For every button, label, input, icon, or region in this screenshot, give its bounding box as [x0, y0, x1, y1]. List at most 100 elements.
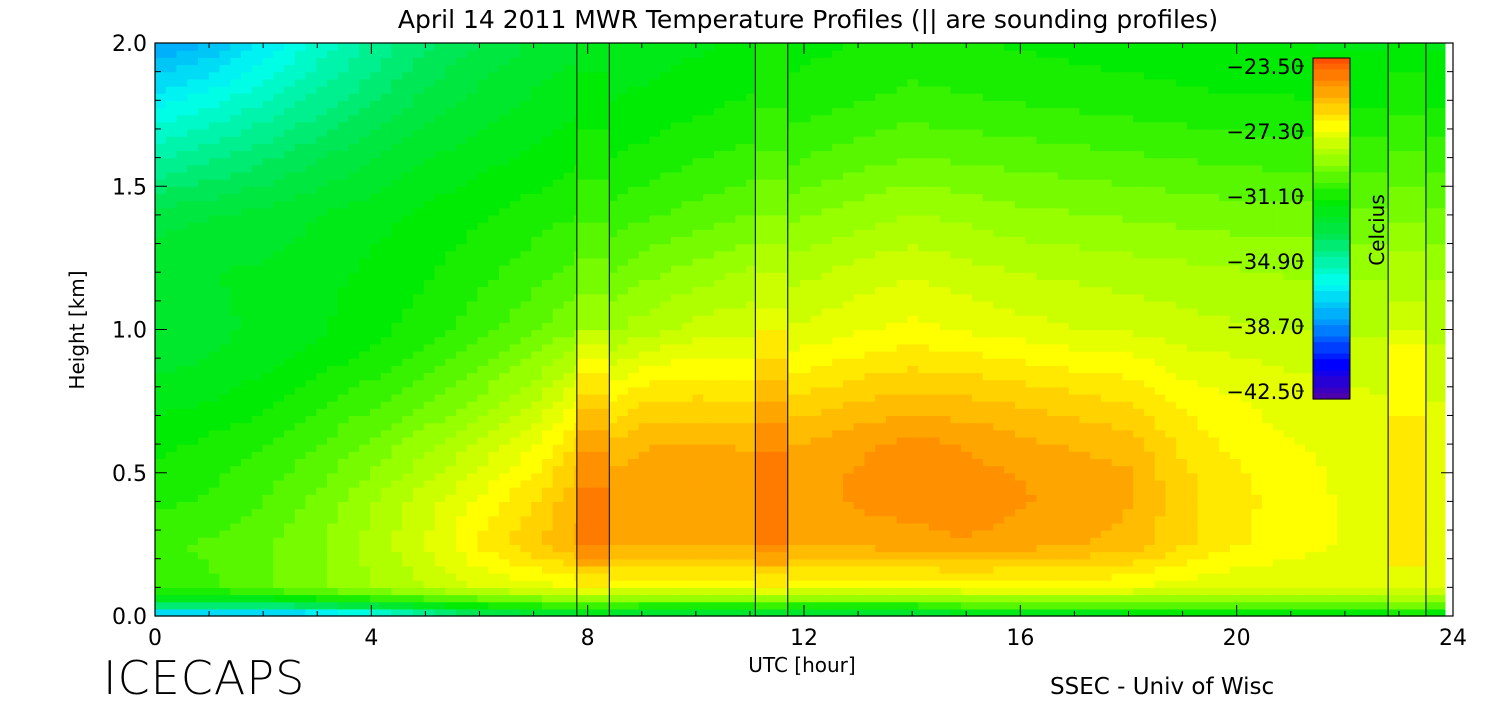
heat-cell	[617, 587, 629, 596]
heat-cell	[1380, 386, 1392, 395]
heat-cell	[348, 415, 360, 424]
heat-cell	[1337, 608, 1349, 617]
heat-cell	[660, 472, 672, 481]
heat-cell	[627, 537, 640, 545]
heat-cell	[1326, 401, 1338, 409]
heat-cell	[832, 422, 844, 431]
heat-cell	[993, 429, 1005, 438]
heat-cell	[520, 515, 532, 524]
heat-cell	[670, 365, 683, 374]
heat-cell	[402, 465, 414, 474]
heat-cell	[369, 565, 382, 574]
heat-cell	[885, 515, 898, 524]
heat-cell	[423, 415, 436, 424]
heat-cell	[1369, 401, 1381, 409]
heat-cell	[1154, 386, 1167, 395]
heat-cell	[1305, 379, 1317, 388]
heat-cell	[1219, 573, 1231, 581]
heat-cell	[606, 386, 618, 395]
heat-cell	[821, 350, 833, 359]
heat-cell	[1057, 465, 1070, 474]
heat-cell	[1036, 379, 1048, 388]
heat-cell	[810, 515, 823, 524]
heat-cell	[219, 551, 231, 560]
heat-cell	[1111, 479, 1124, 488]
heat-cell	[219, 558, 231, 567]
heat-cell	[563, 508, 575, 517]
heat-cell	[520, 487, 532, 495]
heat-cell	[165, 358, 178, 366]
heat-cell	[541, 522, 554, 531]
heat-cell	[316, 336, 328, 345]
heat-cell	[993, 444, 1005, 452]
heat-cell	[1057, 472, 1070, 481]
heat-cell	[326, 343, 339, 352]
heat-cell	[1358, 451, 1371, 460]
heat-cell	[1090, 379, 1102, 388]
heat-cell	[1143, 472, 1156, 481]
heat-cell	[703, 530, 715, 538]
heat-cell	[155, 608, 167, 617]
heat-cell	[950, 537, 962, 545]
heat-cell	[552, 601, 565, 610]
heat-cell	[402, 601, 414, 610]
heat-cell	[1315, 451, 1328, 460]
heat-cell	[703, 372, 715, 381]
heat-cell	[1251, 436, 1263, 445]
heat-cell	[563, 494, 575, 502]
heat-cell	[789, 429, 801, 438]
heat-cell	[660, 522, 672, 531]
heat-cell	[1057, 415, 1070, 424]
heat-cell	[1358, 415, 1371, 424]
heat-cell	[681, 601, 694, 610]
heat-cell	[1219, 501, 1231, 510]
heat-cell	[488, 522, 500, 531]
heat-cell	[961, 379, 973, 388]
heat-cell	[971, 436, 984, 445]
heat-cell	[283, 558, 296, 567]
heat-cell	[1251, 365, 1263, 374]
heat-cell	[1348, 551, 1360, 560]
heat-cell	[1262, 451, 1274, 460]
heat-cell	[1315, 608, 1328, 617]
heat-cell	[488, 544, 500, 553]
heat-cell	[832, 494, 844, 502]
heat-cell	[735, 350, 747, 359]
heat-cell	[789, 530, 801, 538]
heat-cell	[1294, 358, 1306, 366]
heat-cell	[305, 322, 317, 331]
heat-cell	[993, 487, 1005, 495]
heat-cell	[681, 401, 694, 409]
heat-cell	[928, 522, 941, 531]
heat-cell	[498, 429, 511, 438]
heat-cell	[240, 458, 253, 467]
heat-cell	[445, 329, 457, 338]
heat-cell	[1079, 358, 1091, 366]
heat-cell	[1090, 544, 1102, 553]
heat-cell	[1380, 573, 1392, 581]
heat-cell	[251, 465, 264, 474]
heat-cell	[1186, 587, 1199, 596]
heat-cell	[821, 501, 833, 510]
heat-cell	[294, 408, 307, 417]
heat-cell	[1229, 350, 1242, 359]
heat-cell	[617, 494, 629, 502]
heat-cell	[219, 372, 231, 381]
heat-cell	[477, 436, 489, 445]
heat-cell	[1219, 343, 1231, 352]
heat-cell	[1369, 379, 1381, 388]
heat-cell	[531, 365, 543, 374]
heat-cell	[961, 386, 973, 395]
heat-cell	[971, 458, 984, 467]
heat-cell	[563, 429, 575, 438]
heat-cell	[208, 522, 221, 531]
heat-cell	[928, 558, 941, 567]
heat-cell	[1186, 551, 1199, 560]
heat-cell	[520, 350, 532, 359]
heat-cell	[660, 336, 672, 345]
heat-cell	[670, 379, 683, 388]
heat-cell	[649, 365, 661, 374]
heat-cell	[326, 336, 339, 345]
heat-cell	[251, 501, 264, 510]
heat-cell	[1133, 329, 1145, 338]
